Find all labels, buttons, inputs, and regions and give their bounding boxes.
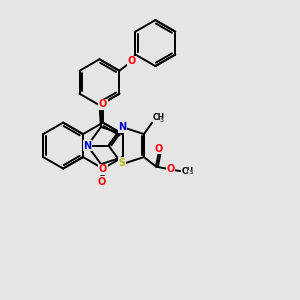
- Text: 3: 3: [160, 118, 164, 123]
- Text: CH: CH: [181, 167, 194, 176]
- Text: S: S: [118, 158, 126, 168]
- Text: O: O: [99, 99, 107, 110]
- Text: 3: 3: [188, 170, 192, 175]
- Text: N: N: [83, 141, 92, 151]
- Text: CH: CH: [153, 113, 165, 122]
- Text: N: N: [118, 122, 126, 132]
- Text: O: O: [128, 56, 136, 66]
- Text: O: O: [98, 177, 106, 187]
- Text: O: O: [99, 164, 107, 174]
- Text: O: O: [155, 144, 163, 154]
- Text: O: O: [167, 164, 175, 175]
